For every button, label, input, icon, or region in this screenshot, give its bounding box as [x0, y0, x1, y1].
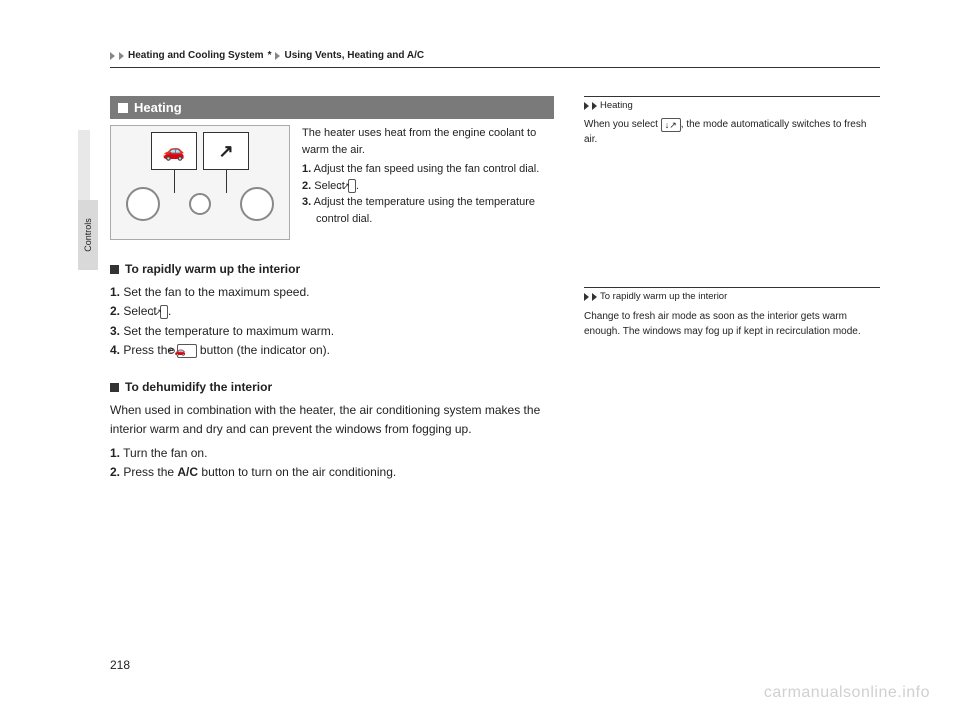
subheading-marker-icon — [110, 265, 119, 274]
section-title: Heating — [134, 100, 182, 115]
notes-column: Heating When you select ↓↗, the mode aut… — [584, 96, 880, 500]
rapid-step-4: 4. Press the ⟲🚗 button (the indicator on… — [110, 341, 554, 360]
note-body-heating: When you select ↓↗, the mode automatical… — [584, 117, 880, 147]
ac-button-label: A/C — [177, 465, 198, 479]
dial-icon — [240, 187, 274, 221]
breadcrumb-arrow-icon — [275, 52, 280, 60]
callout-floor-vent-icon: ↗ — [203, 132, 249, 170]
subheading-marker-icon — [110, 383, 119, 392]
breadcrumb-arrow-icon — [110, 52, 115, 60]
header-rule — [110, 67, 880, 68]
side-tab-label: Controls — [83, 218, 93, 252]
dehum-step-2: 2. Press the A/C button to turn on the a… — [110, 463, 554, 482]
rapid-step-3: 3. Set the temperature to maximum warm. — [110, 322, 554, 341]
note-arrow-icon — [592, 293, 597, 301]
floor-vent-icon: ↓↗ — [661, 118, 681, 132]
dial-icon — [126, 187, 160, 221]
note-title-heating: Heating — [584, 96, 880, 113]
breadcrumb-subsection: Using Vents, Heating and A/C — [284, 50, 424, 61]
dehum-body: When used in combination with the heater… — [110, 401, 554, 439]
rapid-step-1: 1. Set the fan to the maximum speed. — [110, 283, 554, 302]
breadcrumb-arrow-icon — [119, 52, 124, 60]
section-marker-icon — [118, 103, 128, 113]
note-title-rapid: To rapidly warm up the interior — [584, 287, 880, 304]
rapid-steps: 1. Set the fan to the maximum speed. 2. … — [110, 283, 554, 360]
step-2: 2. Select ↓↗. — [302, 178, 554, 195]
dehum-steps: 1. Turn the fan on. 2. Press the A/C but… — [110, 444, 554, 482]
subheading-dehumidify: To dehumidify the interior — [110, 378, 554, 397]
step-1: 1. Adjust the fan speed using the fan co… — [302, 161, 554, 178]
step-3: 3. Adjust the temperature using the temp… — [302, 194, 554, 227]
page-number: 218 — [110, 658, 130, 672]
rapid-step-2: 2. Select ↓↗. — [110, 302, 554, 321]
side-tab: Controls — [78, 200, 98, 270]
watermark: carmanualsonline.info — [764, 684, 930, 702]
intro-steps: 1. Adjust the fan speed using the fan co… — [302, 161, 554, 227]
intro-paragraph: The heater uses heat from the engine coo… — [302, 125, 554, 158]
subheading-rapid-warm: To rapidly warm up the interior — [110, 260, 554, 279]
breadcrumb: Heating and Cooling System * Using Vents,… — [110, 50, 880, 61]
floor-vent-icon: ↓↗ — [348, 179, 356, 193]
main-column: Heating 🚗 ↗ The heater uses heat from th… — [110, 96, 554, 500]
breadcrumb-section: Heating and Cooling System — [128, 50, 264, 61]
note-arrow-icon — [584, 102, 589, 110]
note-arrow-icon — [592, 102, 597, 110]
note-arrow-icon — [584, 293, 589, 301]
floor-vent-icon: ↓↗ — [160, 305, 168, 319]
note-body-rapid: Change to fresh air mode as soon as the … — [584, 309, 880, 339]
side-tab-shadow — [78, 130, 90, 200]
control-panel-illustration: 🚗 ↗ — [110, 125, 290, 240]
dial-icon — [189, 193, 211, 215]
section-header-heating: Heating — [110, 96, 554, 119]
callout-recirculate-icon: 🚗 — [151, 132, 197, 170]
dehum-step-1: 1. Turn the fan on. — [110, 444, 554, 463]
breadcrumb-asterisk: * — [268, 50, 272, 61]
recirculate-icon: ⟲🚗 — [177, 344, 196, 358]
